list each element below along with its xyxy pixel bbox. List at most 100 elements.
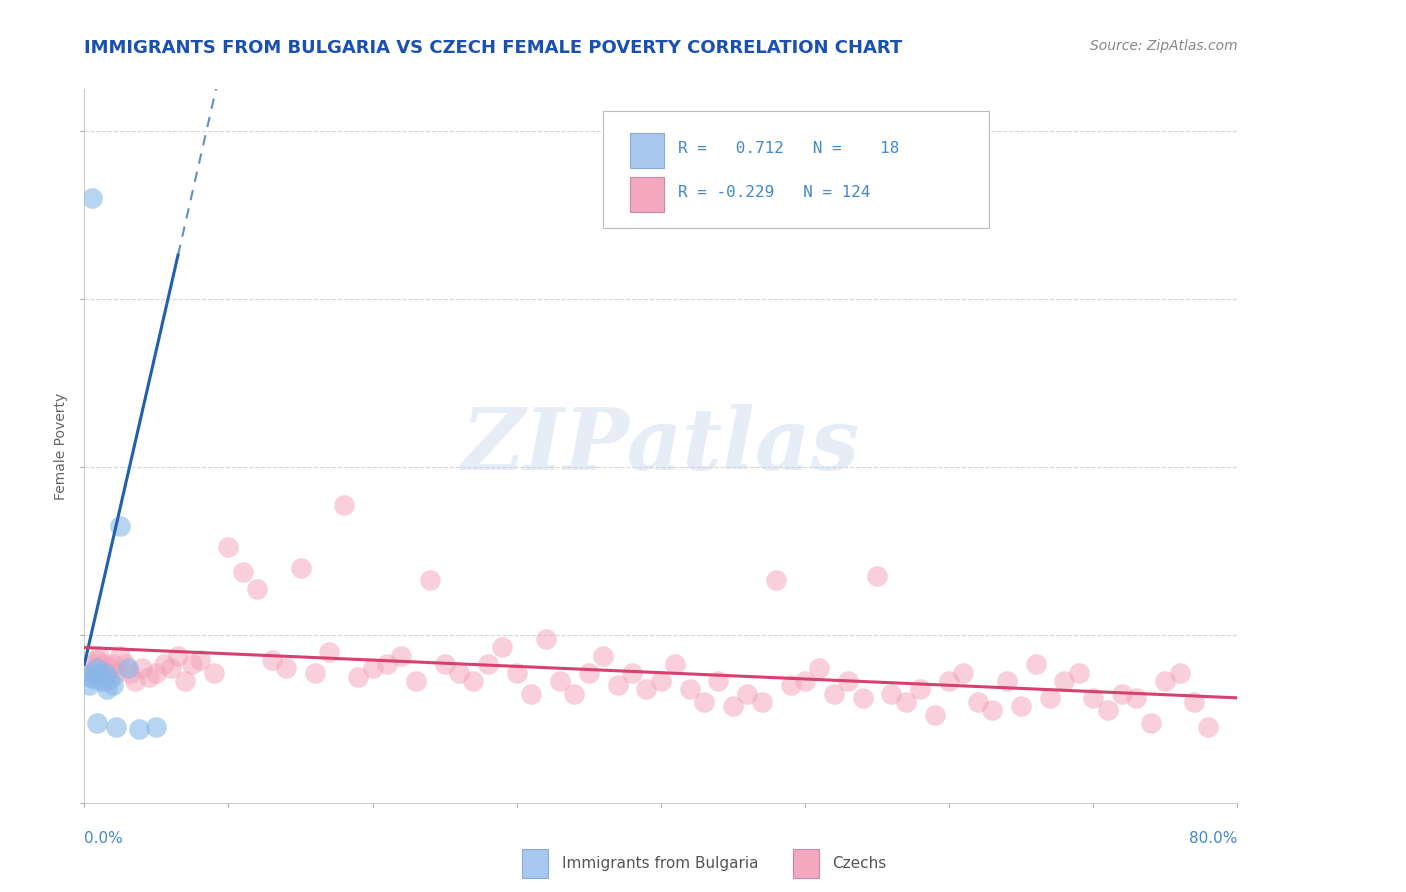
Point [260, 653, 283, 667]
Point [152, 657, 174, 672]
Point [333, 498, 356, 512]
Point [90, 665, 112, 680]
Point [94, 674, 117, 689]
Point [433, 657, 456, 672]
Point [866, 569, 889, 583]
Point [1067, 665, 1090, 680]
Point [105, 720, 128, 734]
Point [794, 674, 817, 689]
Point [80, 191, 103, 205]
Point [145, 720, 167, 734]
Point [110, 648, 132, 663]
Point [1154, 674, 1177, 689]
Point [84, 661, 107, 675]
Point [592, 648, 614, 663]
Point [1140, 716, 1163, 731]
Point [664, 657, 686, 672]
Point [751, 695, 773, 709]
Point [347, 670, 370, 684]
Bar [630, 177, 664, 212]
Bar [523, 849, 548, 878]
Point [120, 665, 142, 680]
Point [91, 657, 114, 672]
Point [737, 687, 759, 701]
Point [981, 703, 1004, 717]
Point [82, 657, 104, 672]
Point [110, 518, 132, 533]
Point [276, 661, 298, 675]
Point [86, 716, 108, 731]
Point [534, 632, 557, 646]
Point [924, 707, 946, 722]
Point [82, 665, 104, 680]
Point [679, 682, 702, 697]
Point [86, 653, 108, 667]
Point [1053, 674, 1076, 689]
Point [564, 687, 586, 701]
Point [84, 661, 107, 675]
Point [721, 699, 744, 714]
Text: R = -0.229   N = 124: R = -0.229 N = 124 [678, 186, 870, 200]
Point [246, 582, 269, 596]
Point [548, 674, 571, 689]
Point [87, 648, 110, 663]
Point [79, 670, 101, 684]
Point [1097, 703, 1119, 717]
Point [98, 661, 121, 675]
Point [105, 665, 128, 680]
Point [93, 670, 115, 684]
Text: Czechs: Czechs [832, 856, 887, 871]
Point [1083, 690, 1105, 705]
Point [419, 574, 441, 588]
Text: IMMIGRANTS FROM BULGARIA VS CZECH FEMALE POVERTY CORRELATION CHART: IMMIGRANTS FROM BULGARIA VS CZECH FEMALE… [84, 39, 903, 57]
Text: 80.0%: 80.0% [1189, 831, 1237, 847]
FancyBboxPatch shape [603, 111, 990, 228]
Point [391, 648, 413, 663]
Point [477, 657, 499, 672]
Point [938, 674, 960, 689]
Point [520, 687, 543, 701]
Point [202, 665, 225, 680]
Point [765, 574, 787, 588]
Text: Immigrants from Bulgaria: Immigrants from Bulgaria [561, 856, 758, 871]
Bar [793, 849, 818, 878]
Point [375, 657, 398, 672]
Text: ZIPatlas: ZIPatlas [461, 404, 860, 488]
Point [1111, 687, 1133, 701]
Point [636, 682, 658, 697]
Point [1198, 720, 1220, 734]
Point [880, 687, 903, 701]
Point [103, 657, 124, 672]
Point [491, 640, 513, 655]
Point [995, 674, 1018, 689]
Point [449, 665, 471, 680]
Point [506, 665, 529, 680]
Point [128, 722, 150, 736]
Point [114, 657, 136, 672]
Point [967, 695, 990, 709]
Point [103, 678, 124, 692]
Point [318, 645, 340, 659]
Point [621, 665, 644, 680]
Point [910, 682, 932, 697]
Point [1125, 690, 1147, 705]
Point [894, 695, 917, 709]
Y-axis label: Female Poverty: Female Poverty [55, 392, 69, 500]
Point [808, 661, 831, 675]
Point [174, 674, 197, 689]
Point [98, 672, 121, 686]
Point [90, 674, 112, 689]
Point [779, 678, 801, 692]
Point [304, 665, 326, 680]
Point [83, 672, 105, 686]
Point [578, 665, 600, 680]
Point [361, 661, 384, 675]
Text: 0.0%: 0.0% [84, 831, 124, 847]
Point [124, 674, 146, 689]
Text: R =   0.712   N =    18: R = 0.712 N = 18 [678, 141, 900, 156]
Point [160, 661, 183, 675]
Point [823, 687, 845, 701]
Point [96, 665, 118, 680]
Point [93, 665, 115, 680]
Point [606, 678, 628, 692]
